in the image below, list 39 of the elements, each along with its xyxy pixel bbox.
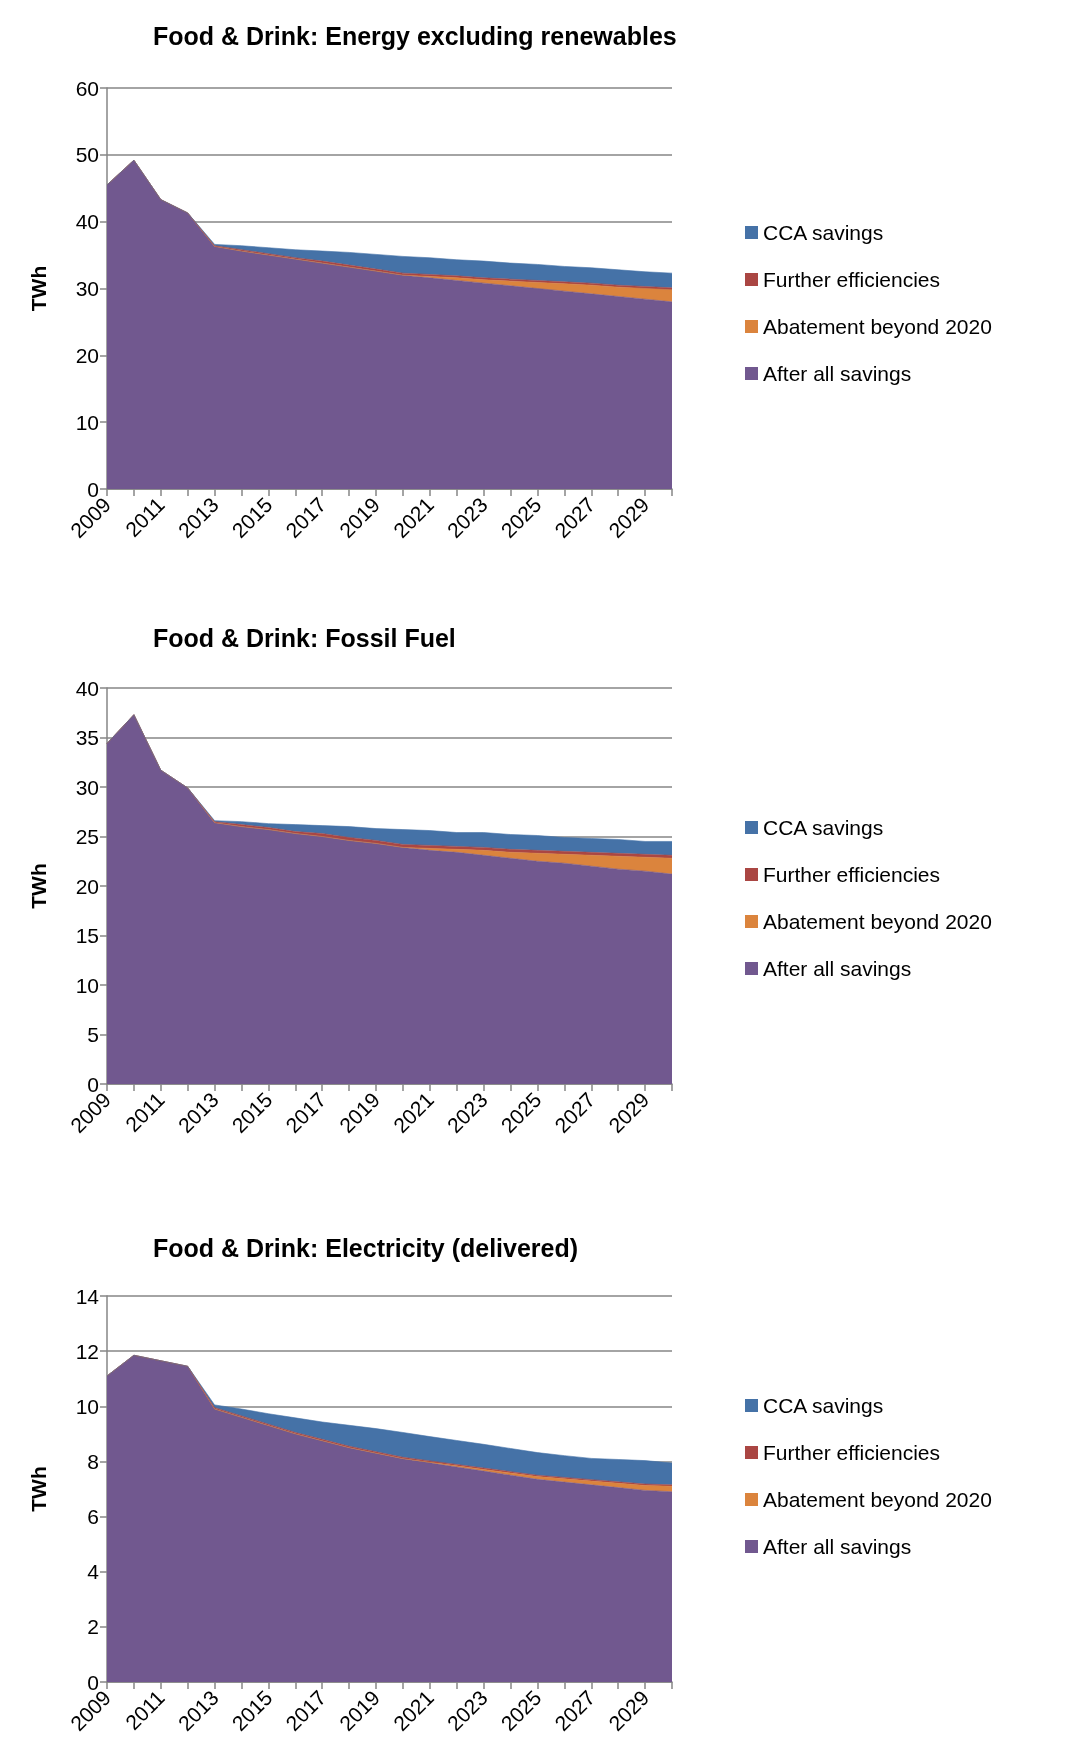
legend-label: Further efficiencies	[763, 863, 941, 886]
legend-label: After all savings	[763, 957, 912, 980]
y-tick-label: 40	[75, 676, 99, 700]
y-tick-label: 15	[75, 924, 99, 947]
y-tick-label: 10	[75, 973, 99, 997]
legend-label: CCA savings	[763, 1394, 884, 1417]
legend-label: Further efficiencies	[763, 268, 941, 291]
chart-title: Food & Drink: Electricity (delivered)	[153, 1233, 579, 1262]
y-tick-label: 10	[75, 410, 99, 434]
legend-label: After all savings	[763, 362, 912, 385]
y-tick-label: 50	[75, 143, 99, 167]
y-tick-label: 6	[87, 1505, 99, 1529]
y-tick-label: 20	[75, 343, 99, 367]
y-tick-label: 10	[75, 1394, 99, 1418]
y-tick-label: 60	[75, 76, 99, 100]
chart-title: Food & Drink: Energy excluding renewables	[153, 21, 677, 50]
y-axis-title: TWh	[27, 863, 50, 909]
legend-label: Abatement beyond 2020	[763, 910, 992, 933]
y-tick-label: 4	[87, 1560, 100, 1584]
y-tick-label: 8	[87, 1449, 99, 1473]
y-tick-label: 25	[75, 825, 99, 848]
y-tick-label: 35	[75, 726, 99, 749]
legend-label: Further efficiencies	[763, 1441, 941, 1464]
y-tick-label: 5	[87, 1023, 99, 1046]
y-tick-label: 30	[75, 277, 99, 300]
y-tick-label: 14	[75, 1284, 100, 1308]
legend-label: Abatement beyond 2020	[763, 315, 992, 338]
legend-label: Abatement beyond 2020	[763, 1488, 992, 1511]
legend-label: CCA savings	[763, 816, 884, 839]
y-tick-label: 40	[75, 210, 99, 234]
y-axis-title: TWh	[27, 1466, 50, 1512]
y-tick-label: 30	[75, 775, 99, 799]
y-axis-title: TWh	[27, 265, 50, 312]
y-tick-label: 2	[87, 1615, 99, 1639]
chart-title: Food & Drink: Fossil Fuel	[153, 623, 456, 652]
y-tick-label: 20	[75, 874, 99, 898]
legend-label: After all savings	[763, 1535, 912, 1558]
legend-label: CCA savings	[763, 221, 884, 244]
y-tick-label: 12	[75, 1339, 99, 1363]
